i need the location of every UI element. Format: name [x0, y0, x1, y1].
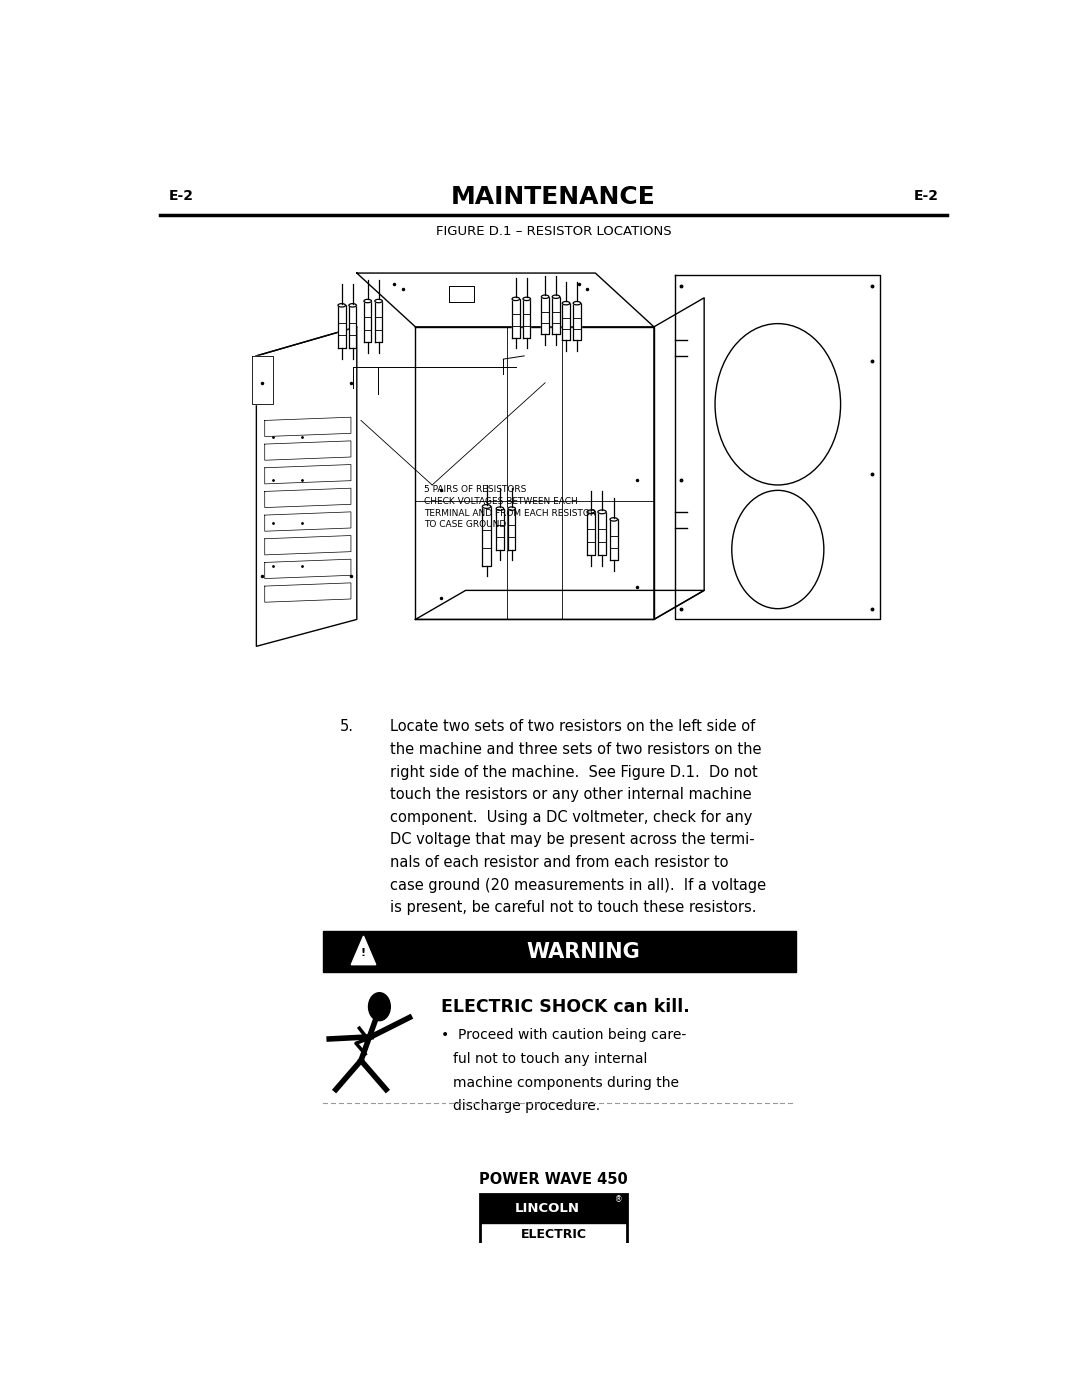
- Ellipse shape: [375, 299, 382, 303]
- Polygon shape: [512, 299, 519, 338]
- Ellipse shape: [573, 302, 581, 305]
- Polygon shape: [496, 509, 503, 549]
- FancyBboxPatch shape: [481, 1194, 626, 1246]
- Ellipse shape: [338, 303, 346, 307]
- Polygon shape: [356, 272, 653, 327]
- FancyBboxPatch shape: [481, 1194, 626, 1222]
- Polygon shape: [349, 306, 356, 348]
- Ellipse shape: [610, 518, 618, 521]
- Ellipse shape: [541, 295, 549, 299]
- Text: FIGURE D.1 – RESISTOR LOCATIONS: FIGURE D.1 – RESISTOR LOCATIONS: [435, 225, 672, 237]
- Text: MAINTENANCE: MAINTENANCE: [451, 184, 656, 208]
- Ellipse shape: [483, 504, 490, 509]
- Polygon shape: [552, 296, 559, 334]
- Ellipse shape: [563, 302, 570, 305]
- Text: •  Proceed with caution being care-: • Proceed with caution being care-: [441, 1028, 686, 1042]
- Circle shape: [732, 490, 824, 609]
- Text: touch the resistors or any other internal machine: touch the resistors or any other interna…: [390, 788, 752, 802]
- Ellipse shape: [588, 510, 595, 514]
- Text: ®: ®: [615, 1194, 622, 1204]
- Ellipse shape: [364, 299, 372, 303]
- Polygon shape: [541, 296, 549, 334]
- Text: machine components during the: machine components during the: [454, 1076, 679, 1090]
- Ellipse shape: [508, 507, 515, 510]
- Polygon shape: [351, 936, 376, 965]
- Polygon shape: [508, 509, 515, 549]
- Polygon shape: [416, 327, 653, 619]
- Circle shape: [368, 993, 390, 1021]
- Polygon shape: [483, 507, 490, 566]
- FancyBboxPatch shape: [323, 932, 796, 972]
- Text: discharge procedure.: discharge procedure.: [454, 1099, 600, 1113]
- Text: is present, be careful not to touch these resistors.: is present, be careful not to touch thes…: [390, 900, 757, 915]
- Ellipse shape: [523, 298, 530, 300]
- Text: case ground (20 measurements in all).  If a voltage: case ground (20 measurements in all). If…: [390, 877, 767, 893]
- Text: the machine and three sets of two resistors on the: the machine and three sets of two resist…: [390, 742, 761, 757]
- Text: ful not to touch any internal: ful not to touch any internal: [454, 1052, 647, 1066]
- Polygon shape: [675, 275, 880, 619]
- Text: LINCOLN: LINCOLN: [515, 1201, 580, 1215]
- Text: 5 PAIRS OF RESISTORS
CHECK VOLTAGES BETWEEN EACH
TERMINAL AND FROM EACH RESISTOR: 5 PAIRS OF RESISTORS CHECK VOLTAGES BETW…: [423, 485, 596, 529]
- Ellipse shape: [512, 298, 519, 300]
- Text: 5.: 5.: [340, 719, 354, 735]
- Polygon shape: [563, 303, 570, 339]
- Polygon shape: [523, 299, 530, 338]
- Text: E-2: E-2: [914, 189, 939, 203]
- Text: ELECTRIC SHOCK can kill.: ELECTRIC SHOCK can kill.: [441, 997, 689, 1016]
- Text: POWER WAVE 450: POWER WAVE 450: [480, 1172, 627, 1187]
- Polygon shape: [653, 298, 704, 619]
- Ellipse shape: [552, 295, 559, 299]
- Polygon shape: [416, 591, 704, 619]
- Polygon shape: [598, 511, 606, 555]
- Text: !: !: [361, 949, 366, 958]
- Polygon shape: [364, 300, 372, 342]
- Text: E-2: E-2: [168, 189, 193, 203]
- Polygon shape: [338, 306, 346, 348]
- Text: DC voltage that may be present across the termi-: DC voltage that may be present across th…: [390, 833, 755, 848]
- Text: nals of each resistor and from each resistor to: nals of each resistor and from each resi…: [390, 855, 729, 870]
- Polygon shape: [588, 511, 595, 555]
- Text: component.  Using a DC voltmeter, check for any: component. Using a DC voltmeter, check f…: [390, 810, 753, 824]
- Ellipse shape: [496, 507, 503, 510]
- Ellipse shape: [598, 510, 606, 514]
- Polygon shape: [375, 300, 382, 342]
- Text: Locate two sets of two resistors on the left side of: Locate two sets of two resistors on the …: [390, 719, 756, 735]
- Text: right side of the machine.  See Figure D.1.  Do not: right side of the machine. See Figure D.…: [390, 764, 758, 780]
- Text: WARNING: WARNING: [527, 942, 640, 961]
- Polygon shape: [253, 356, 273, 404]
- Text: ELECTRIC: ELECTRIC: [521, 1228, 586, 1241]
- Circle shape: [715, 324, 840, 485]
- Polygon shape: [256, 327, 356, 647]
- Ellipse shape: [349, 303, 356, 307]
- Polygon shape: [573, 303, 581, 339]
- Polygon shape: [610, 520, 618, 560]
